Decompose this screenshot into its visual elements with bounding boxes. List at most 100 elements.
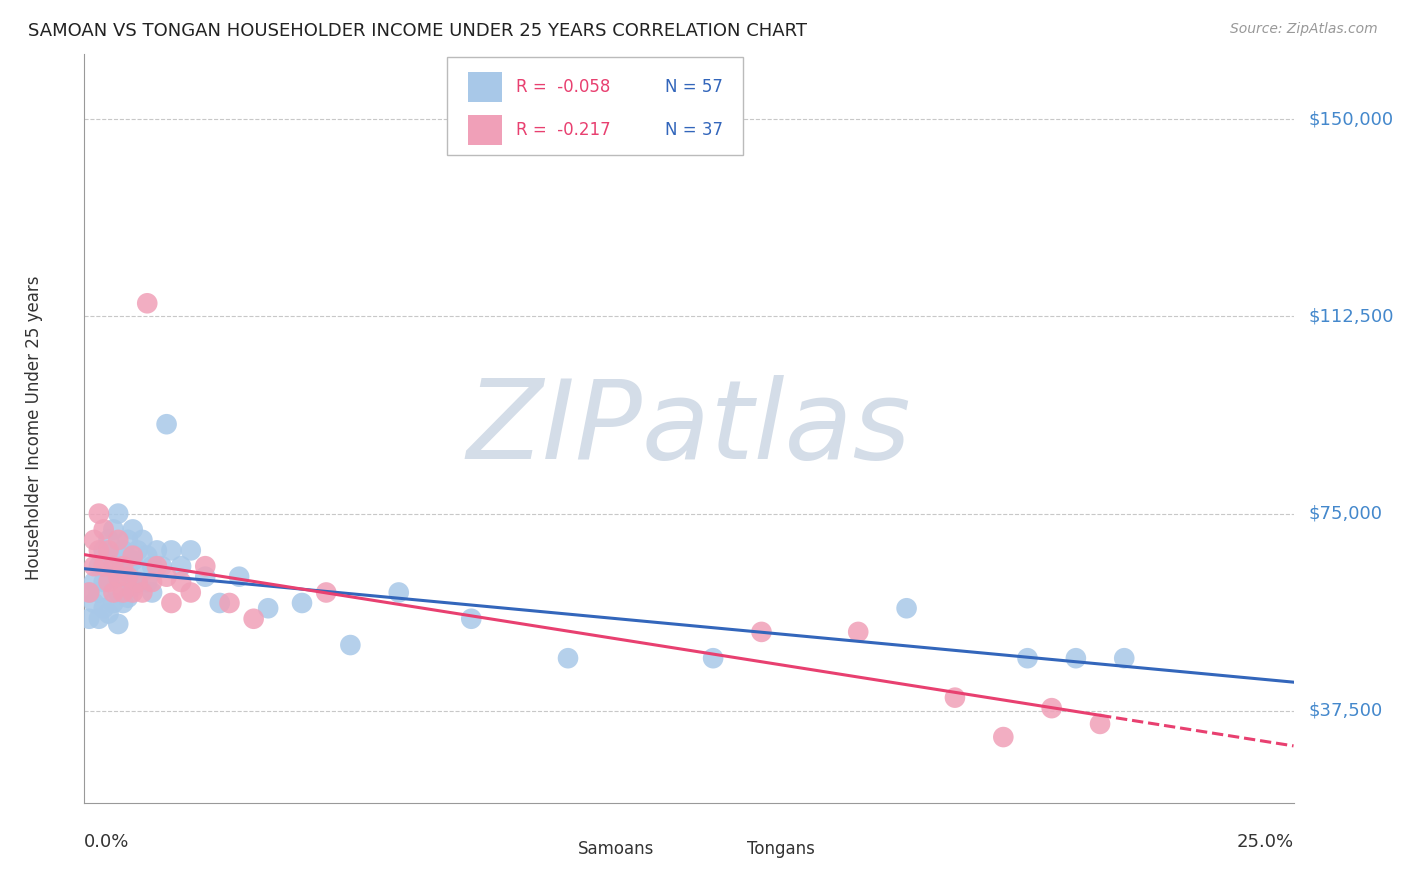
Bar: [713, 838, 740, 859]
Text: ZIPatlas: ZIPatlas: [467, 375, 911, 482]
Point: [1064, 651, 1087, 665]
Point: [117, 565, 139, 579]
Point: [194, 570, 217, 584]
Point: [77, 612, 100, 626]
Point: [315, 585, 337, 599]
Point: [1088, 717, 1111, 731]
Point: [103, 596, 125, 610]
Text: R =  -0.058: R = -0.058: [516, 78, 610, 96]
Bar: [468, 115, 502, 145]
Point: [136, 296, 159, 310]
Point: [896, 601, 918, 615]
Point: [1040, 701, 1063, 715]
Point: [87, 507, 110, 521]
Point: [83, 574, 105, 589]
Point: [218, 596, 240, 610]
Point: [103, 522, 125, 536]
Point: [388, 585, 411, 599]
Point: [180, 585, 202, 599]
Text: $112,500: $112,500: [1308, 308, 1393, 326]
Point: [131, 585, 153, 599]
Point: [943, 690, 966, 705]
Point: [150, 559, 173, 574]
Point: [121, 549, 143, 563]
Point: [170, 574, 193, 589]
Point: [93, 522, 115, 536]
Point: [242, 612, 264, 626]
Point: [751, 624, 773, 639]
FancyBboxPatch shape: [447, 57, 744, 154]
Text: Source: ZipAtlas.com: Source: ZipAtlas.com: [1230, 22, 1378, 37]
Point: [117, 533, 139, 547]
Point: [87, 612, 110, 626]
Point: [107, 549, 129, 563]
Point: [77, 585, 100, 599]
Point: [107, 533, 129, 547]
Point: [127, 543, 149, 558]
Point: [131, 533, 153, 547]
Point: [87, 559, 110, 574]
Point: [83, 533, 105, 547]
Point: [77, 585, 100, 599]
Point: [131, 565, 153, 579]
Text: R =  -0.217: R = -0.217: [516, 121, 610, 139]
Point: [460, 612, 482, 626]
Bar: [468, 72, 502, 103]
Point: [1017, 651, 1039, 665]
Text: Householder Income Under 25 years: Householder Income Under 25 years: [24, 276, 42, 581]
Point: [136, 574, 159, 589]
Point: [194, 559, 217, 574]
Point: [97, 570, 120, 584]
Point: [103, 559, 125, 574]
Point: [160, 596, 183, 610]
Point: [291, 596, 314, 610]
Text: SAMOAN VS TONGAN HOUSEHOLDER INCOME UNDER 25 YEARS CORRELATION CHART: SAMOAN VS TONGAN HOUSEHOLDER INCOME UNDE…: [28, 22, 807, 40]
Bar: [544, 838, 571, 859]
Point: [339, 638, 361, 652]
Text: N = 57: N = 57: [665, 78, 723, 96]
Point: [112, 570, 135, 584]
Text: N = 37: N = 37: [665, 121, 723, 139]
Point: [83, 596, 105, 610]
Point: [121, 554, 143, 568]
Point: [180, 543, 202, 558]
Point: [107, 617, 129, 632]
Text: $75,000: $75,000: [1308, 505, 1382, 523]
Point: [93, 559, 115, 574]
Point: [121, 585, 143, 599]
Point: [117, 591, 139, 605]
Point: [112, 543, 135, 558]
Point: [141, 574, 163, 589]
Point: [141, 585, 163, 599]
Point: [846, 624, 869, 639]
Point: [97, 607, 120, 621]
Point: [127, 574, 149, 589]
Point: [121, 580, 143, 594]
Point: [993, 730, 1015, 744]
Point: [702, 651, 724, 665]
Point: [155, 417, 177, 432]
Point: [97, 574, 120, 589]
Point: [208, 596, 231, 610]
Point: [117, 570, 139, 584]
Point: [1114, 651, 1136, 665]
Point: [228, 570, 250, 584]
Point: [87, 543, 110, 558]
Point: [87, 585, 110, 599]
Point: [155, 570, 177, 584]
Point: [97, 533, 120, 547]
Point: [107, 507, 129, 521]
Point: [136, 549, 159, 563]
Text: Tongans: Tongans: [747, 839, 815, 857]
Point: [93, 543, 115, 558]
Point: [93, 574, 115, 589]
Text: Samoans: Samoans: [578, 839, 654, 857]
Point: [103, 585, 125, 599]
Text: $37,500: $37,500: [1308, 702, 1382, 720]
Point: [557, 651, 579, 665]
Point: [93, 601, 115, 615]
Point: [257, 601, 280, 615]
Point: [107, 585, 129, 599]
Point: [112, 596, 135, 610]
Point: [97, 543, 120, 558]
